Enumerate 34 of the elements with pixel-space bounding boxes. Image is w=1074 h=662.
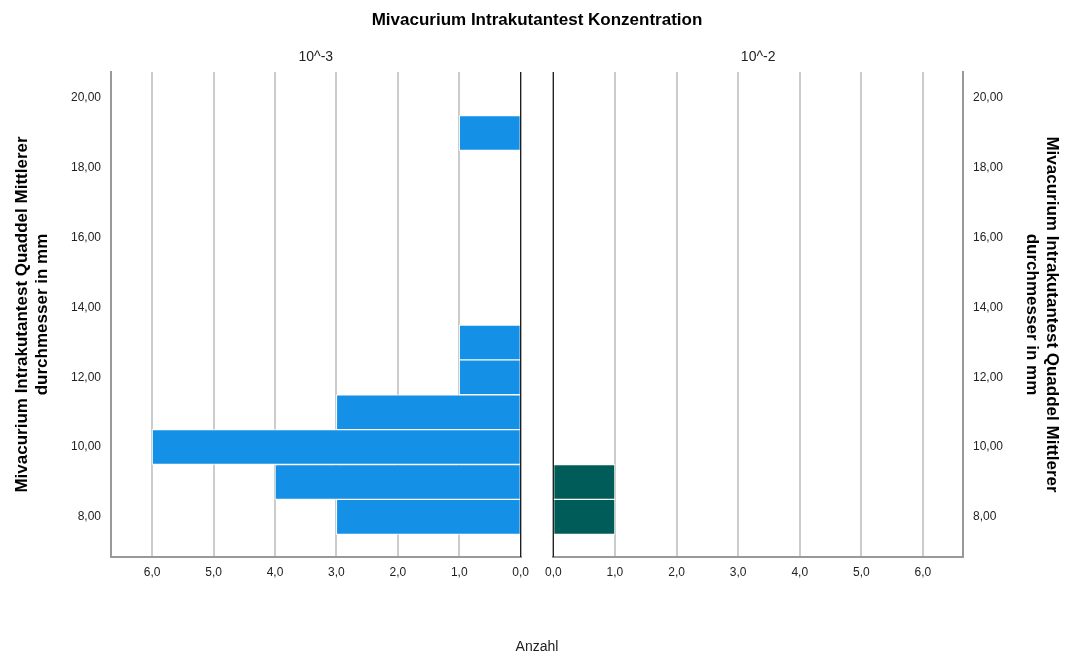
x-tick-label: 5,0 [853,564,871,579]
y-tick-label: 10,00 [973,439,1004,454]
chart-subtitle: 10^-2 [740,47,776,64]
y-tick-label: 16,00 [70,230,102,245]
y-tick-label: 20,00 [70,90,102,105]
y-tick-label: 14,00 [70,299,102,314]
x-tick-label: 6,0 [914,564,932,579]
x-tick-label: 4,0 [266,564,284,579]
y-tick-label: 14,00 [973,299,1004,314]
x-tick-label: 0,0 [545,564,562,579]
x-tick-label: 2,0 [389,564,407,579]
y-tick-label: 8,00 [77,509,102,524]
x-tick-label: 4,0 [791,564,809,579]
y-tick-label: 20,00 [973,90,1004,105]
y-tick-label: 18,00 [973,160,1004,175]
chart-title: Mivacurium Intrakutantest Konzentration [370,9,704,30]
x-tick-label: 1,0 [450,564,468,579]
y-tick-label: 12,00 [973,369,1004,384]
x-tick-label: 3,0 [328,564,346,579]
x-tick-label: 0,0 [512,564,530,579]
x-tick-label: 1,0 [606,564,624,579]
y-axis-title: Mivacurium Intrakutantest Quaddel Mittlerer durchmesser in mm [11,136,52,493]
x-tick-label: 3,0 [729,564,747,579]
y-tick-label: 16,00 [973,230,1004,245]
y-tick-label: 8,00 [973,509,997,524]
x-tick-label: 6,0 [143,564,161,579]
chart-subtitle: 10^-3 [298,47,334,64]
y-tick-label: 10,00 [70,439,102,454]
x-axis-title: Anzahl [514,638,560,654]
x-tick-label: 5,0 [205,564,223,579]
x-tick-label: 2,0 [668,564,686,579]
y-tick-label: 12,00 [70,369,102,384]
y-axis-title: Mivacurium Intrakutantest Quaddel Mittlerer durchmesser in mm [1022,136,1063,493]
y-tick-label: 18,00 [70,160,102,175]
